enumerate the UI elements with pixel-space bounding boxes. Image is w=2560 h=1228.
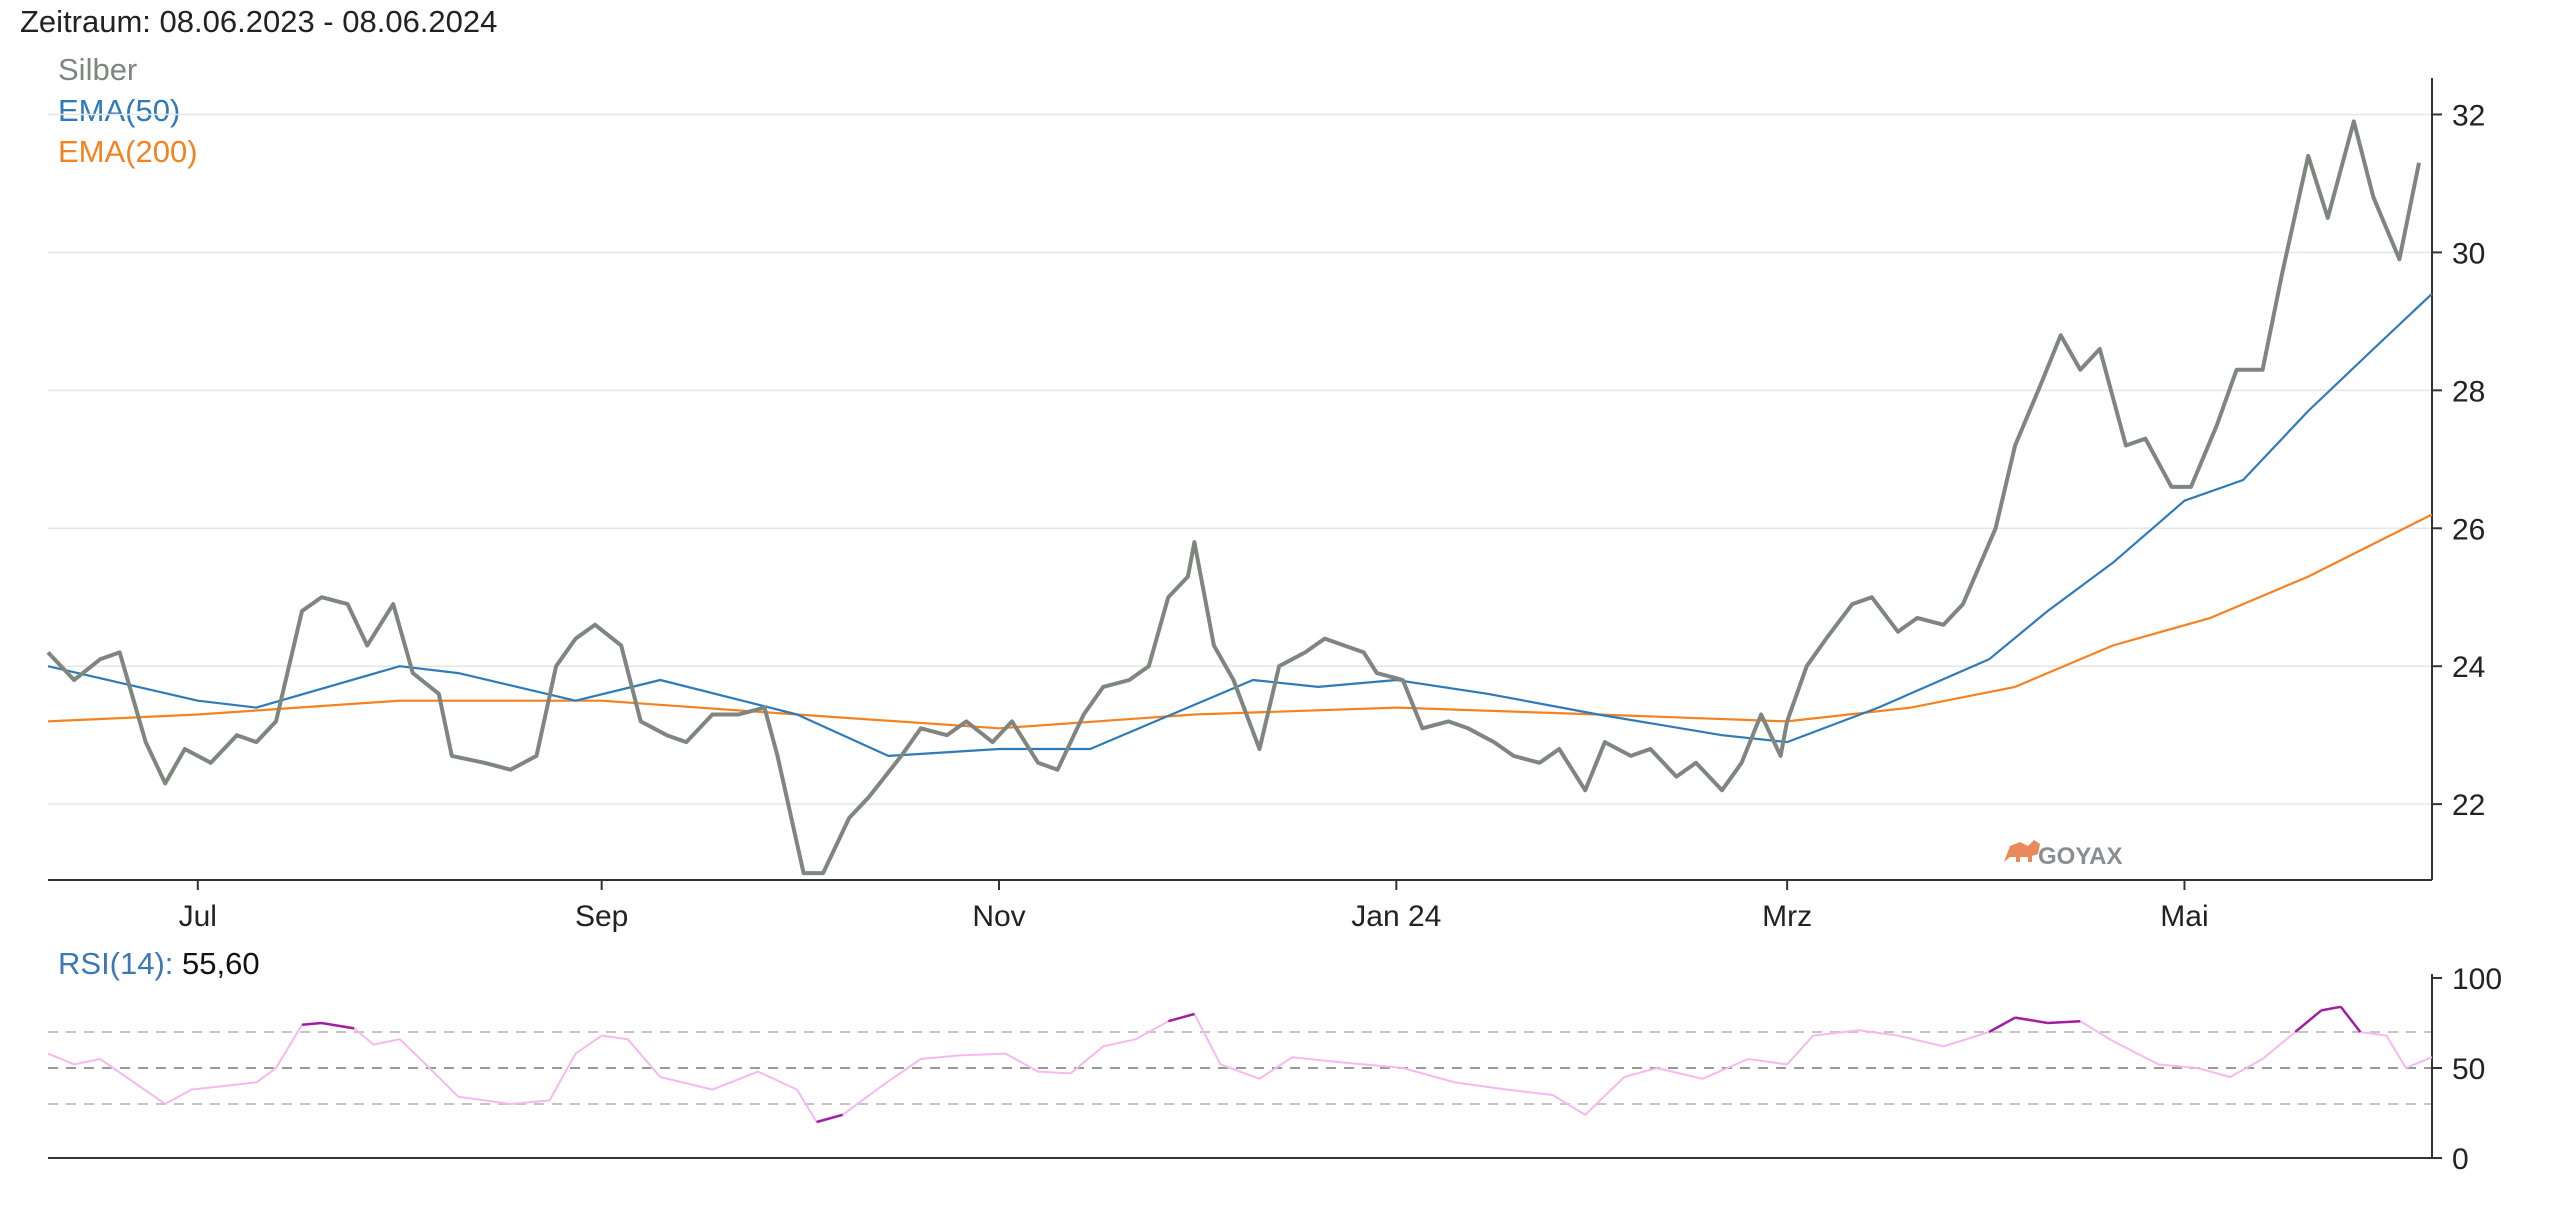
rsi-extreme-segment bbox=[816, 1113, 843, 1124]
rsi-extreme-segment bbox=[1168, 1012, 1195, 1023]
y-tick-label: 30 bbox=[2452, 237, 2485, 270]
rsi-extreme-segment bbox=[2339, 1006, 2362, 1033]
series-line-silber bbox=[46, 119, 2421, 876]
x-tick-label: Jul bbox=[179, 900, 217, 933]
rsi-extreme-segment bbox=[301, 1021, 322, 1027]
y-tick-label: 22 bbox=[2452, 789, 2485, 822]
x-tick-label: Jan 24 bbox=[1351, 900, 1441, 933]
rsi-line bbox=[47, 1005, 2433, 1123]
y-tick-label: 24 bbox=[2452, 651, 2485, 684]
watermark-text: GOYAX bbox=[2038, 843, 2122, 870]
series-line-ema200 bbox=[47, 513, 2433, 730]
rsi-extreme-segment bbox=[2294, 1009, 2323, 1033]
series-line-ema50 bbox=[47, 292, 2433, 757]
legend-item-ema200: EMA(200) bbox=[58, 134, 198, 169]
period-label: Zeitraum: 08.06.2023 - 08.06.2024 bbox=[20, 4, 498, 39]
x-tick-label: Mai bbox=[2160, 900, 2208, 933]
x-tick-label: Nov bbox=[972, 900, 1025, 933]
rsi-extreme-segment bbox=[321, 1021, 355, 1030]
rsi-y-tick-label: 50 bbox=[2452, 1053, 2485, 1086]
legend-item-silber: Silber bbox=[58, 52, 138, 87]
rsi-label-value: 55,60 bbox=[182, 946, 260, 981]
rsi-y-tick-label: 100 bbox=[2452, 963, 2502, 996]
rsi-y-tick-label: 0 bbox=[2452, 1143, 2469, 1176]
rsi-extreme-segment bbox=[2047, 1019, 2081, 1025]
rsi-extreme-segment bbox=[1988, 1016, 2016, 1034]
rsi-extreme-segment bbox=[2321, 1005, 2342, 1012]
x-tick-label: Mrz bbox=[1762, 900, 1812, 933]
rsi-label: RSI(14): 55,60 bbox=[58, 946, 260, 982]
rsi-extreme-segment bbox=[2014, 1016, 2048, 1025]
legend-item-ema50: EMA(50) bbox=[58, 93, 181, 128]
y-tick-label: 32 bbox=[2452, 99, 2485, 132]
bull-icon bbox=[2004, 840, 2040, 862]
y-tick-label: 26 bbox=[2452, 513, 2485, 546]
x-tick-label: Sep bbox=[575, 900, 628, 933]
y-tick-label: 28 bbox=[2452, 375, 2485, 408]
rsi-label-key: RSI(14): bbox=[58, 946, 174, 981]
